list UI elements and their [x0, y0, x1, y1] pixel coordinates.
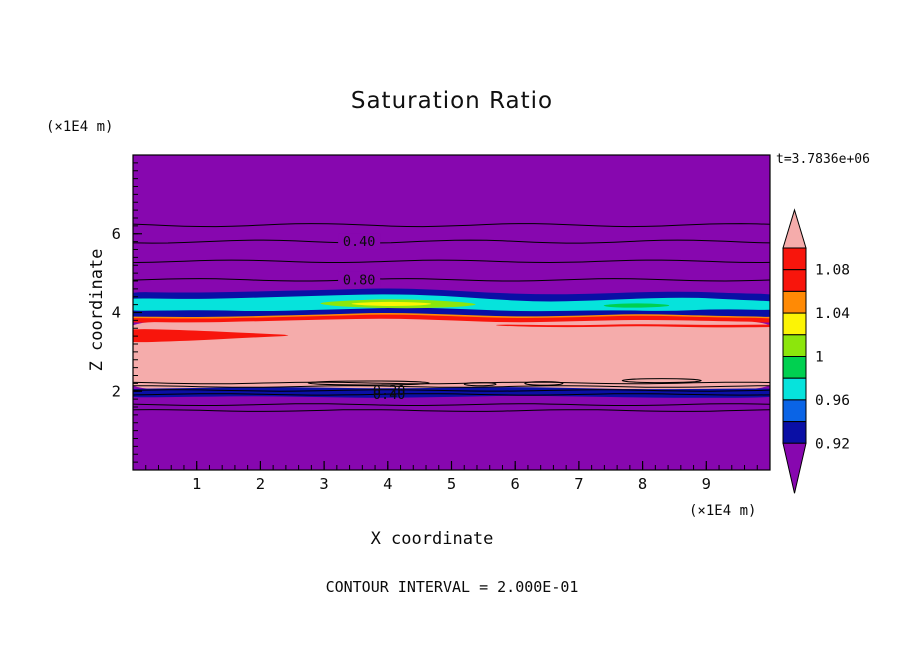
band-red-streak-right — [496, 324, 770, 328]
contour-label-bg — [338, 233, 381, 250]
y-tick-label: 2 — [112, 382, 121, 400]
y-tick-label: 4 — [112, 304, 121, 322]
colorbar-top-tip — [782, 208, 807, 249]
colorbar-bottom-tip — [782, 442, 807, 494]
contour-line — [133, 393, 770, 396]
colorbar-segment — [782, 247, 807, 271]
y-tick-label: 6 — [112, 225, 121, 243]
x-axis-unit: (×1E4 m) — [689, 503, 757, 519]
band-red-wedge-left — [133, 329, 289, 343]
contour-line — [133, 239, 770, 244]
contour-label: 0.20 — [373, 383, 406, 399]
colorbar-segment — [782, 356, 807, 379]
colorbar-segment — [782, 421, 807, 444]
y-axis-unit: (×1E4 m) — [46, 119, 114, 135]
colorbar-segment — [782, 290, 807, 314]
contour-interval-note: CONTOUR INTERVAL = 2.000E-01 — [325, 578, 579, 596]
x-tick-label: 3 — [319, 475, 328, 493]
contour-loop — [621, 378, 702, 384]
x-tick-label: 4 — [383, 475, 392, 493]
colorbar-tick-label: 0.92 — [815, 436, 850, 452]
contour-loop — [307, 380, 430, 386]
x-tick-label: 7 — [574, 475, 583, 493]
plot-frame — [132, 154, 771, 471]
colorbar-tick-label: 1 — [815, 350, 824, 366]
contour-label: 0.80 — [343, 272, 376, 288]
contour-loop — [463, 382, 497, 387]
colorbar-segment — [782, 377, 807, 401]
contour-line — [133, 389, 770, 392]
contour-line — [133, 223, 770, 228]
contour-label-bg — [338, 271, 381, 288]
colorbar-tick-label: 1.04 — [815, 306, 850, 322]
x-axis-label: X coordinate — [370, 529, 494, 549]
contour-label: 0.40 — [373, 387, 406, 403]
contour-label: 0.40 — [343, 234, 376, 250]
contour-line — [133, 259, 770, 264]
x-tick-label: 6 — [511, 475, 520, 493]
colorbar-tick-label: 0.96 — [815, 393, 850, 409]
chart-title: Saturation Ratio — [350, 88, 554, 114]
band-pink — [133, 318, 770, 390]
contour-line — [133, 385, 770, 388]
band-green-lens-right — [603, 303, 670, 308]
contour-loop — [524, 381, 564, 386]
colorbar-segment — [782, 312, 807, 336]
contour-line — [133, 381, 770, 385]
colorbar-tick-label: 1.08 — [815, 263, 850, 279]
band-yellow-lens — [351, 301, 432, 306]
contour-line — [133, 409, 770, 412]
colorbar-segment — [782, 334, 807, 357]
colorbar-segment — [782, 269, 807, 292]
contour-line — [133, 403, 770, 406]
time-annotation: t=3.7836e+06 — [776, 152, 870, 167]
x-tick-label: 5 — [447, 475, 456, 493]
colorbar-segment — [782, 399, 807, 423]
contour-line — [133, 278, 770, 282]
x-tick-label: 8 — [638, 475, 647, 493]
x-tick-label: 9 — [702, 475, 711, 493]
x-tick-label: 1 — [192, 475, 201, 493]
x-tick-label: 2 — [256, 475, 265, 493]
